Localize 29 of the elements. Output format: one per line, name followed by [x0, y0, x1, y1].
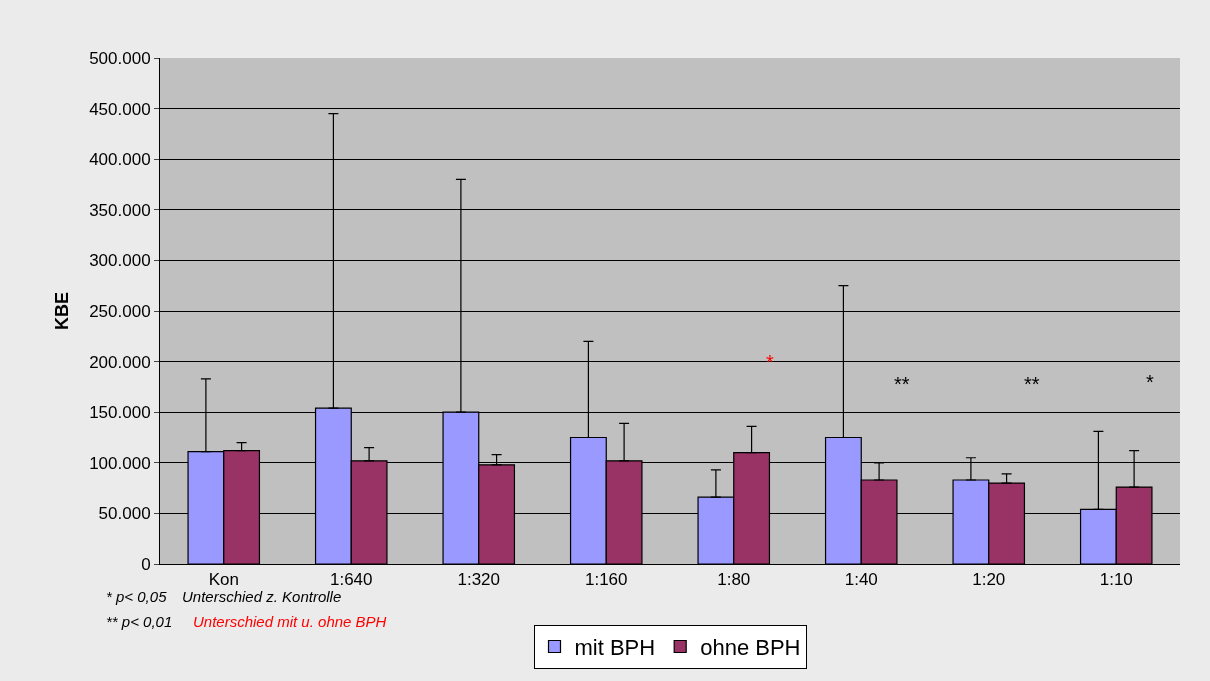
legend-label: ohne BPH: [700, 635, 801, 661]
x-tick-label: 1:160: [584, 570, 628, 590]
text: Unterschied z. Kontrolle: [182, 588, 342, 605]
y-axis-title: KBE: [52, 291, 73, 331]
y-tick-label: 0: [141, 554, 151, 574]
y-tick-label: 350.000: [89, 200, 151, 220]
legend-label: mit BPH: [574, 635, 656, 661]
annotation: **: [894, 373, 910, 395]
x-tick-label: 1:20: [972, 570, 1006, 590]
text: ** p< 0,01: [106, 613, 173, 630]
y-tick-label: 50.000: [98, 504, 151, 524]
x-tick-label: 1:10: [1099, 570, 1133, 590]
annotation: *: [1146, 371, 1154, 393]
text: * p< 0,05: [106, 588, 168, 605]
y-tick-label: 450.000: [89, 99, 151, 119]
x-tick-label: 1:320: [457, 570, 501, 590]
x-tick-label: 1:40: [844, 570, 878, 590]
x-tick-label: 1:640: [329, 570, 373, 590]
y-tick-label: 500.000: [89, 48, 151, 68]
x-tick-label: 1:80: [717, 570, 751, 590]
y-tick-label: 200.000: [89, 352, 151, 372]
text: Unterschied mit u. ohne BPH: [193, 613, 387, 630]
y-tick-label: 250.000: [89, 301, 151, 321]
y-tick-label: 300.000: [89, 251, 151, 271]
annotation: **: [1024, 373, 1040, 395]
y-tick-label: 100.000: [89, 453, 151, 473]
x-tick-label: Kon: [208, 570, 239, 590]
y-tick-label: 150.000: [89, 403, 151, 423]
y-tick-label: 400.000: [89, 150, 151, 170]
